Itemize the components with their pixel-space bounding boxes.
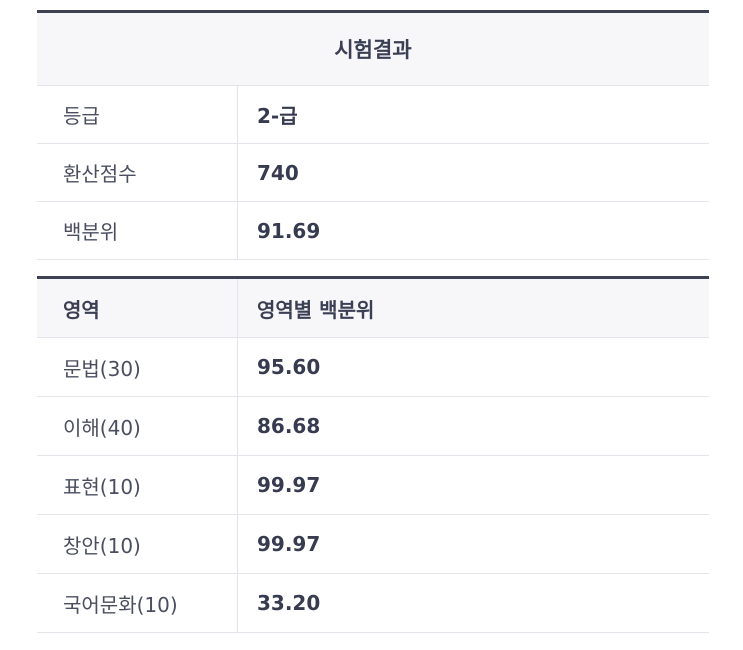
row-value: 95.60: [237, 337, 709, 397]
area-percentile-table: 영역 영역별 백분위 문법(30) 95.60 이해(40) 86.68 표현(10)…: [37, 276, 709, 633]
table-row: 백분위 91.69: [37, 201, 709, 260]
row-value: 33.20: [237, 573, 709, 633]
table-row: 표현(10) 99.97: [37, 455, 709, 515]
table-row: 등급 2-급: [37, 85, 709, 144]
exam-result-table: 시험결과 등급 2-급 환산점수 740 백분위 91.69: [37, 10, 709, 260]
row-value: 99.97: [237, 514, 709, 574]
table-row: 창안(10) 99.97: [37, 514, 709, 574]
row-label: 국어문화(10): [37, 573, 238, 633]
row-label: 창안(10): [37, 514, 238, 574]
row-value: 99.97: [237, 455, 709, 515]
row-label: 환산점수: [37, 143, 238, 202]
row-value: 2-급: [237, 85, 709, 144]
table-row: 환산점수 740: [37, 143, 709, 202]
row-label: 이해(40): [37, 396, 238, 456]
row-label: 등급: [37, 85, 238, 144]
row-label: 표현(10): [37, 455, 238, 515]
row-value: 91.69: [237, 201, 709, 260]
table-row: 문법(30) 95.60: [37, 337, 709, 397]
table-row: 국어문화(10) 33.20: [37, 573, 709, 633]
column-header: 영역: [37, 277, 238, 338]
row-value: 86.68: [237, 396, 709, 456]
column-header: 영역별 백분위: [237, 277, 709, 338]
table-title: 시험결과: [37, 11, 709, 86]
table-row: 이해(40) 86.68: [37, 396, 709, 456]
row-label: 문법(30): [37, 337, 238, 397]
row-value: 740: [237, 143, 709, 202]
row-label: 백분위: [37, 201, 238, 260]
